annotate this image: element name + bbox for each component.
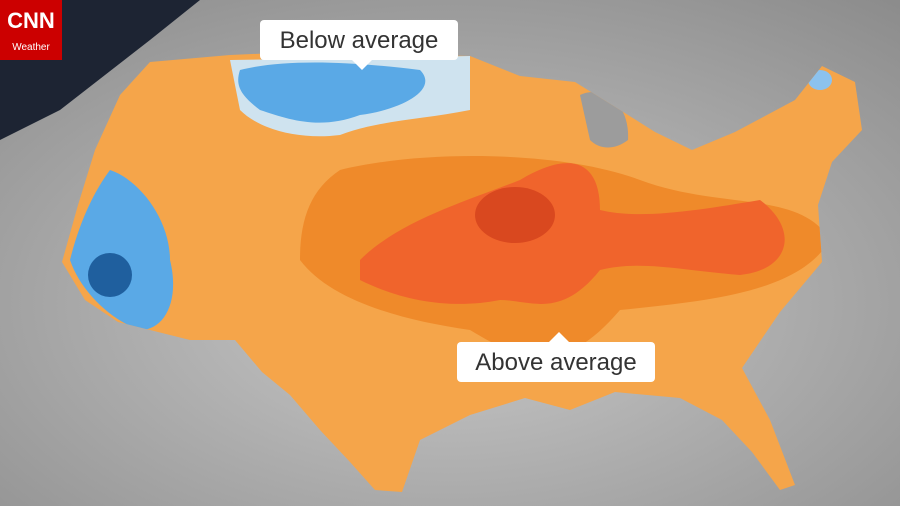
logo-brand: CNN: [7, 8, 55, 33]
region-hottest: [475, 187, 555, 243]
callout-pointer: [549, 332, 569, 342]
logo-box: [0, 0, 62, 60]
logo: CNN Weather: [0, 0, 62, 60]
callout-text: Below average: [280, 27, 439, 54]
region-cool: [238, 62, 426, 123]
below-callout: Below average: [260, 20, 458, 70]
logo-section: Weather: [12, 42, 50, 53]
callout-box: [260, 20, 458, 60]
callout-text: Above average: [475, 349, 636, 376]
region-hot: [360, 163, 785, 304]
callout-pointer: [352, 60, 372, 70]
callout-box: [457, 342, 655, 382]
region-coolest: [88, 253, 132, 297]
above-callout: Above average: [457, 332, 655, 382]
